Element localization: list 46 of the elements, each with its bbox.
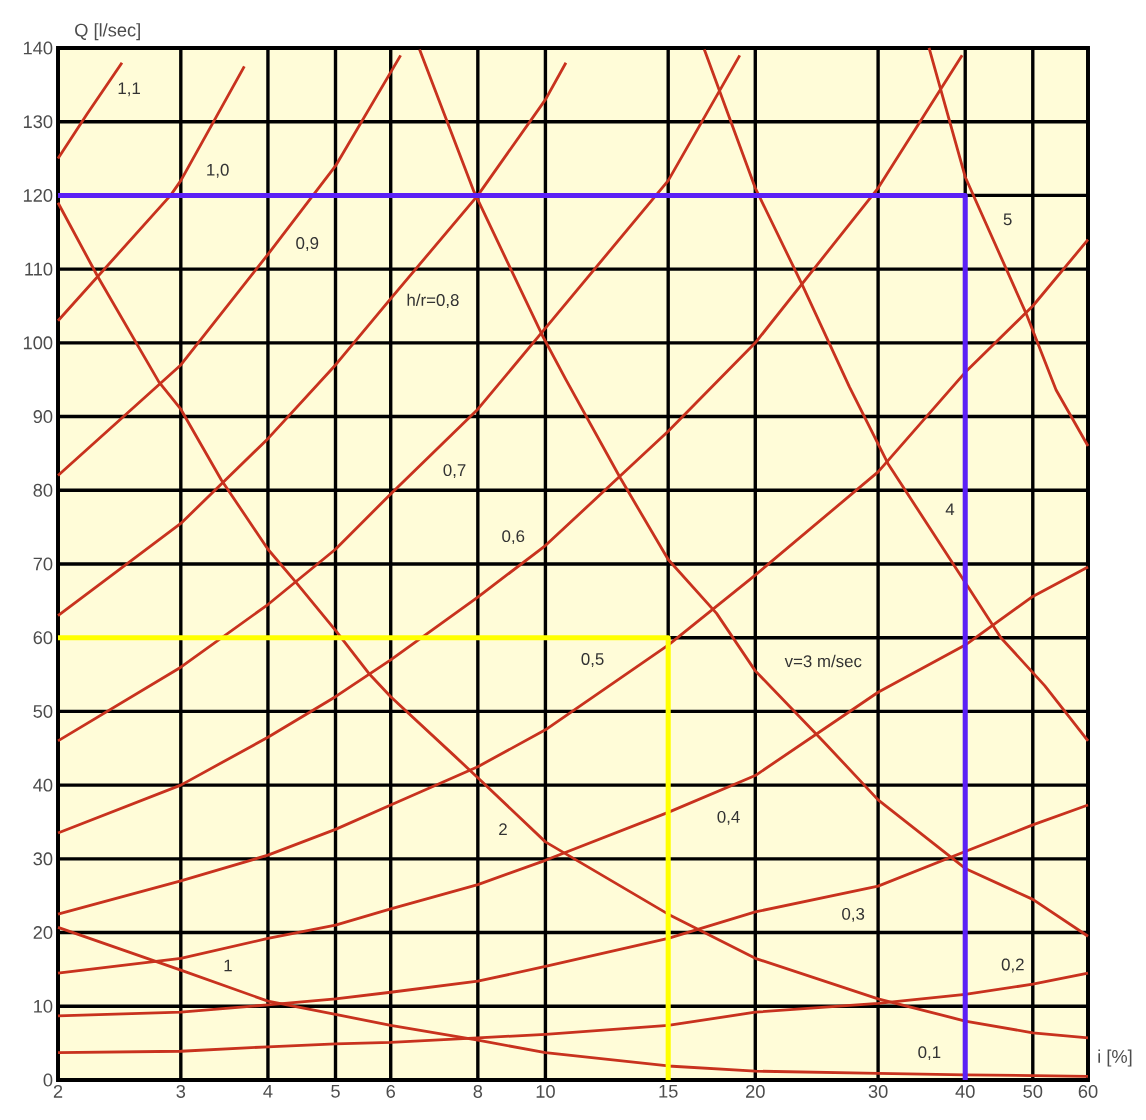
x-tick-label: 40 [955, 1084, 975, 1098]
y-tick-label: 60 [33, 631, 53, 645]
series-label: 5 [1003, 213, 1012, 226]
x-tick-label: 50 [1023, 1084, 1043, 1098]
y-tick-label: 0 [43, 1073, 53, 1087]
y-tick-label: 140 [23, 41, 53, 55]
y-tick-label: 80 [33, 483, 53, 497]
x-tick-label: 6 [386, 1084, 396, 1098]
x-tick-label: 20 [746, 1084, 765, 1098]
x-tick-label: 15 [659, 1084, 678, 1098]
series-label: 4 [945, 503, 955, 516]
y-tick-label: 110 [25, 262, 53, 276]
y-tick-label: 90 [33, 410, 53, 424]
x-axis-title: i [%] [1098, 1049, 1132, 1067]
series-label: 0,4 [717, 810, 740, 825]
y-tick-label: 130 [23, 115, 53, 129]
annotation: 0,1 [918, 1046, 941, 1061]
y-tick-label: 50 [33, 704, 53, 718]
x-tick-label: 30 [868, 1084, 888, 1098]
x-tick-label: 8 [473, 1084, 483, 1098]
y-tick-label: 100 [23, 336, 53, 350]
series-label: 0,6 [502, 530, 525, 545]
x-tick-label: 10 [536, 1084, 555, 1098]
series-label: 0,7 [443, 464, 466, 479]
x-tick-label: 4 [263, 1084, 273, 1098]
series-label: 0,5 [581, 653, 604, 667]
series-label: 1,1 [118, 82, 140, 97]
series-label: 2 [499, 823, 507, 836]
y-tick-label: 10 [34, 999, 53, 1013]
y-axis-title: Q [l/sec] [75, 23, 140, 41]
series-label: h/r=0,8 [407, 293, 459, 309]
series-label: 0,2 [1001, 958, 1024, 973]
series-label: 1,0 [207, 163, 229, 178]
x-tick-label: 2 [53, 1084, 63, 1098]
y-tick-label: 30 [33, 852, 53, 866]
y-tick-label: 40 [33, 778, 53, 792]
x-tick-label: 3 [176, 1084, 186, 1098]
y-tick-label: 70 [33, 557, 53, 571]
series-label: v=3 m/sec [784, 654, 862, 668]
x-tick-label: 60 [1078, 1084, 1098, 1098]
series-label: 1 [224, 959, 232, 972]
series-label: 0,3 [842, 907, 865, 922]
y-tick-label: 120 [23, 188, 53, 202]
y-tick-label: 20 [33, 926, 53, 940]
x-tick-label: 5 [331, 1084, 340, 1098]
series-label: 0,9 [296, 237, 319, 252]
